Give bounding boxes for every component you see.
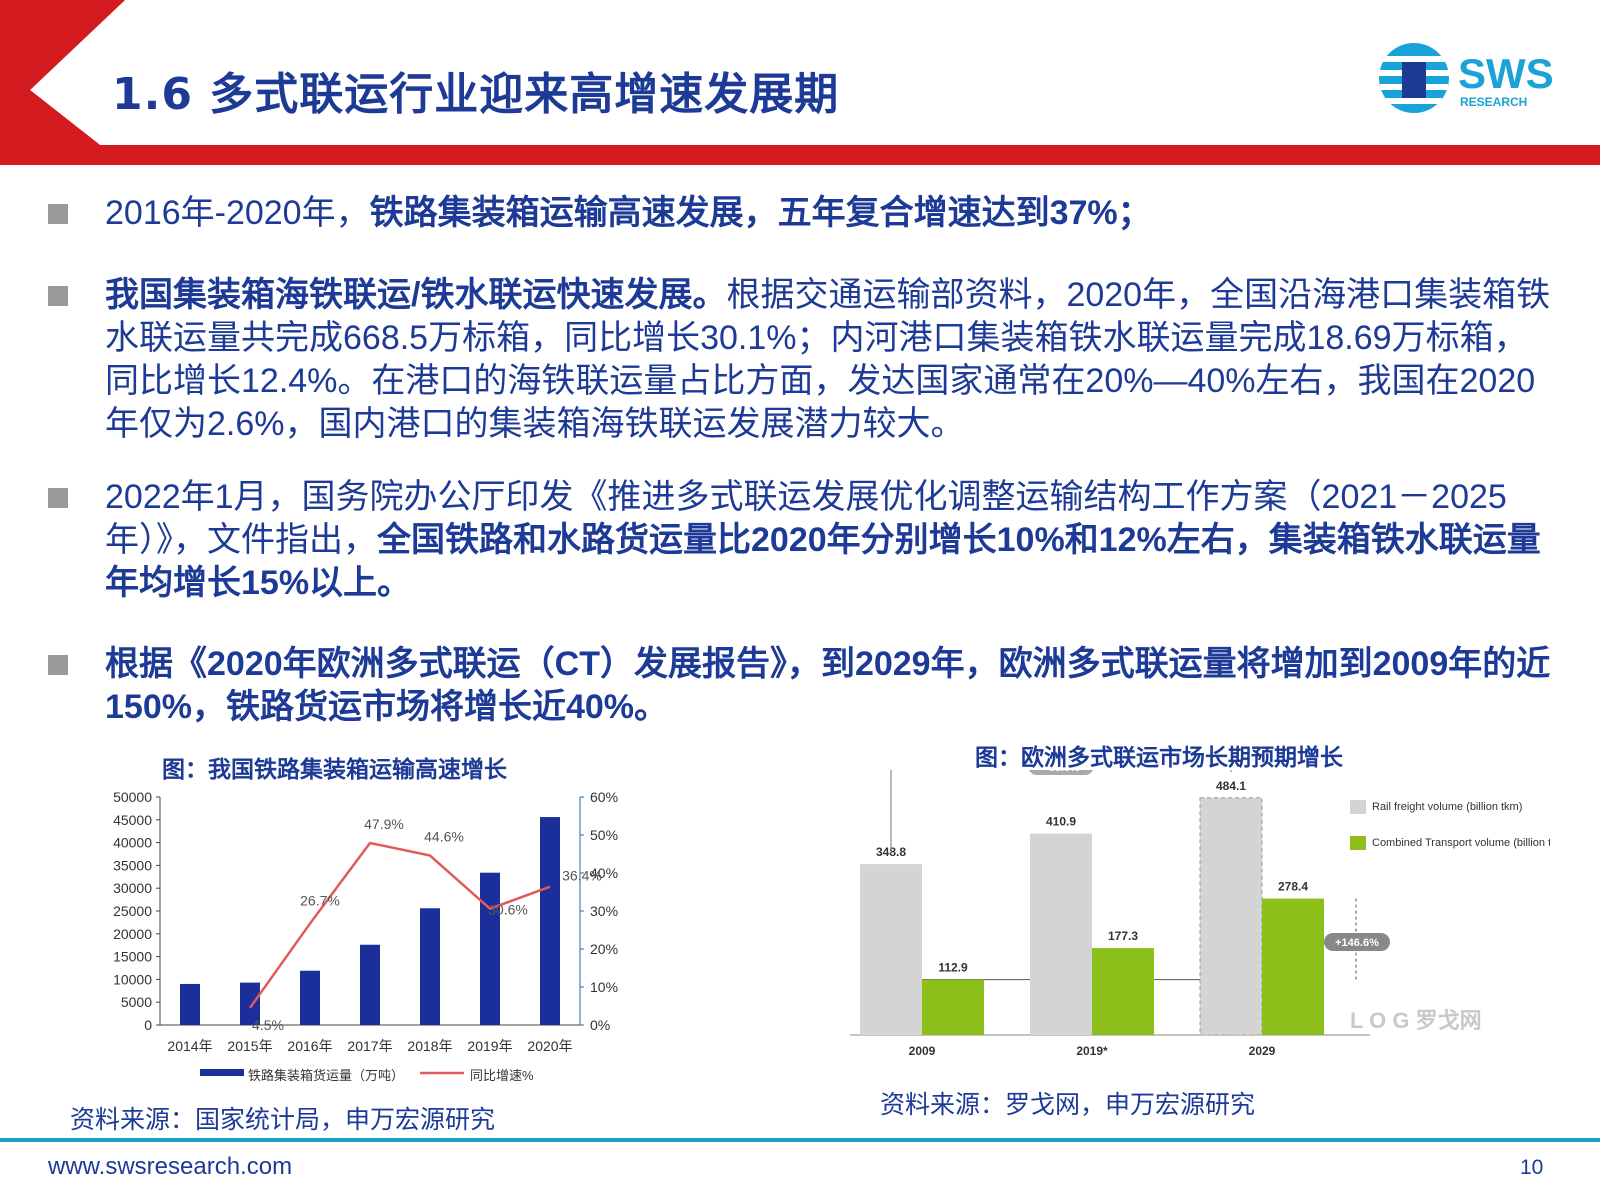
- y-right-tick-label: 20%: [590, 941, 618, 957]
- bar: [300, 970, 320, 1025]
- bar: [240, 982, 260, 1025]
- bullet-paragraph: 我国集装箱海铁联运/铁水联运快速发展。根据交通运输部资料，2020年，全国沿海港…: [105, 274, 1555, 446]
- logo-globe-icon: [1378, 43, 1450, 113]
- data-label: 47.9%: [364, 816, 404, 832]
- bar: [420, 908, 440, 1025]
- bar-combined: [1092, 948, 1154, 1035]
- logo-subtext: RESEARCH: [1460, 95, 1527, 109]
- page-title: 1.6 多式联运行业迎来高增速发展期: [112, 69, 840, 120]
- y-right-tick-label: 10%: [590, 979, 618, 995]
- bullet-paragraph: 2016年-2020年，铁路集装箱运输高速发展，五年复合增速达到37%；: [105, 192, 1555, 235]
- bar-combined: [1262, 898, 1324, 1035]
- bullet-text-regular: 2022年1月，国务院办公厅印发《推进多式联运发展优化调整运输结构工作方案（20…: [105, 478, 1507, 559]
- legend-combined-swatch: [1350, 836, 1366, 850]
- y-left-tick-label: 30000: [113, 880, 152, 896]
- bar-combined: [922, 979, 984, 1035]
- legend-label: 同比增速%: [470, 1068, 534, 1083]
- y-right-tick-label: 0%: [590, 1017, 610, 1033]
- y-right-tick-label: 50%: [590, 827, 618, 843]
- y-left-tick-label: 15000: [113, 949, 152, 965]
- x-tick-label: 2019年: [467, 1038, 512, 1054]
- bullet-paragraph: 2022年1月，国务院办公厅印发《推进多式联运发展优化调整运输结构工作方案（20…: [105, 476, 1555, 605]
- x-tick-label: 2019*: [1076, 1044, 1108, 1058]
- y-right-tick-label: 30%: [590, 903, 618, 919]
- x-tick-label: 2020年: [527, 1038, 572, 1054]
- data-label: 278.4: [1278, 880, 1308, 894]
- annotation-pill: [1324, 933, 1390, 951]
- data-label: 4.5%: [252, 1017, 284, 1033]
- right-source: 资料来源：罗戈网，申万宏源研究: [880, 1090, 1256, 1119]
- bar-rail: [860, 864, 922, 1035]
- bar: [540, 817, 560, 1025]
- annotation-label: +146.6%: [1335, 937, 1379, 949]
- x-tick-label: 2029: [1249, 1044, 1276, 1058]
- footer-url[interactable]: www.swsresearch.com: [48, 1153, 293, 1180]
- legend-bar-swatch: [200, 1069, 244, 1076]
- x-tick-label: 2015年: [227, 1038, 272, 1054]
- data-label: 112.9: [938, 961, 968, 975]
- page-number: 10: [1520, 1156, 1544, 1179]
- data-label: 30.6%: [488, 902, 528, 918]
- bar-rail: [1199, 797, 1263, 1036]
- x-tick-label: 2016年: [287, 1038, 332, 1054]
- data-label: 44.6%: [424, 829, 464, 845]
- bullet-text-regular: 根据交通运输部资料，2020年，全国沿海港口集装箱铁水联运量共完成668.5万标…: [105, 276, 1551, 443]
- bar: [360, 944, 380, 1025]
- data-label: 410.9: [1046, 815, 1076, 829]
- footer-divider: [0, 1138, 1600, 1142]
- y-left-tick-label: 35000: [113, 857, 152, 873]
- y-left-tick-label: 10000: [113, 971, 152, 987]
- legend-rail-swatch: [1350, 800, 1366, 814]
- growth-bracket: [890, 770, 1232, 855]
- left-source: 资料来源：国家统计局，申万宏源研究: [70, 1105, 496, 1134]
- right-chart: 348.8112.92009410.9177.32019*484.1278.42…: [850, 770, 1550, 1058]
- bullet-square-icon: [48, 488, 68, 508]
- y-left-tick-label: 45000: [113, 812, 152, 828]
- logo-text: SWS: [1458, 50, 1554, 97]
- bullet-square-icon: [48, 286, 68, 306]
- bar-rail: [1030, 833, 1092, 1035]
- bullet-text-bold: 铁路集装箱运输高速发展，五年复合增速达到37%；: [369, 194, 1152, 232]
- sws-logo: SWS RESEARCH: [1378, 43, 1554, 113]
- x-tick-label: 2014年: [167, 1038, 212, 1054]
- y-left-tick-label: 20000: [113, 926, 152, 942]
- bullet-text-bold: 我国集装箱海铁联运/铁水联运快速发展。: [105, 276, 727, 314]
- bullet-square-icon: [48, 204, 68, 224]
- bullet-text-bold: 根据《2020年欧洲多式联运（CT）发展报告》，到2029年，欧洲多式联运量将增…: [105, 645, 1551, 726]
- left-chart: 0 5000 10000 15000 20000 25000 30000 35000 40000…: [113, 789, 618, 1083]
- data-label: 484.1: [1216, 779, 1246, 793]
- bullet-square-icon: [48, 655, 68, 675]
- y-left-tick-label: 0: [144, 1017, 152, 1033]
- left-figure-title: 图：我国铁路集装箱运输高速增长: [162, 757, 507, 783]
- legend-label: Rail freight volume (billion tkm): [1372, 801, 1522, 813]
- x-tick-label: 2009: [909, 1044, 936, 1058]
- legend-label: 铁路集装箱货运量（万吨）: [248, 1068, 404, 1083]
- bar: [180, 983, 200, 1025]
- x-tick-label: 2018年: [407, 1038, 452, 1054]
- bar: [480, 872, 500, 1025]
- y-left-tick-label: 25000: [113, 903, 152, 919]
- y-left-tick-label: 40000: [113, 835, 152, 851]
- bullet-text-regular: 2016年-2020年，: [105, 194, 370, 232]
- data-label: 177.3: [1108, 929, 1138, 943]
- annotation-pill: [1028, 770, 1094, 775]
- y-right-tick-label: 40%: [590, 865, 618, 881]
- header-band: [0, 0, 1600, 165]
- y-right-tick-label: 60%: [590, 789, 618, 805]
- legend-label: Combined Transport volume (billion tkm): [1372, 837, 1550, 849]
- right-figure-title: 图：欧洲多式联运市场长期预期增长: [975, 745, 1343, 771]
- data-label: 26.7%: [300, 893, 340, 909]
- bullet-text-bold: 全国铁路和水路货运量比2020年分别增长10%和12%左右，集装箱铁水联运量年均…: [105, 521, 1541, 602]
- growth-line: [248, 841, 551, 1009]
- bullet-paragraph: 根据《2020年欧洲多式联运（CT）发展报告》，到2029年，欧洲多式联运量将增…: [105, 643, 1555, 729]
- y-left-tick-label: 5000: [121, 994, 152, 1010]
- y-left-tick-label: 50000: [113, 789, 152, 805]
- data-label: 36.4%: [562, 868, 602, 884]
- annotation-label: +38.8%: [1042, 770, 1080, 774]
- watermark: L O G 罗戈网: [1350, 1008, 1482, 1033]
- x-tick-label: 2017年: [347, 1038, 392, 1054]
